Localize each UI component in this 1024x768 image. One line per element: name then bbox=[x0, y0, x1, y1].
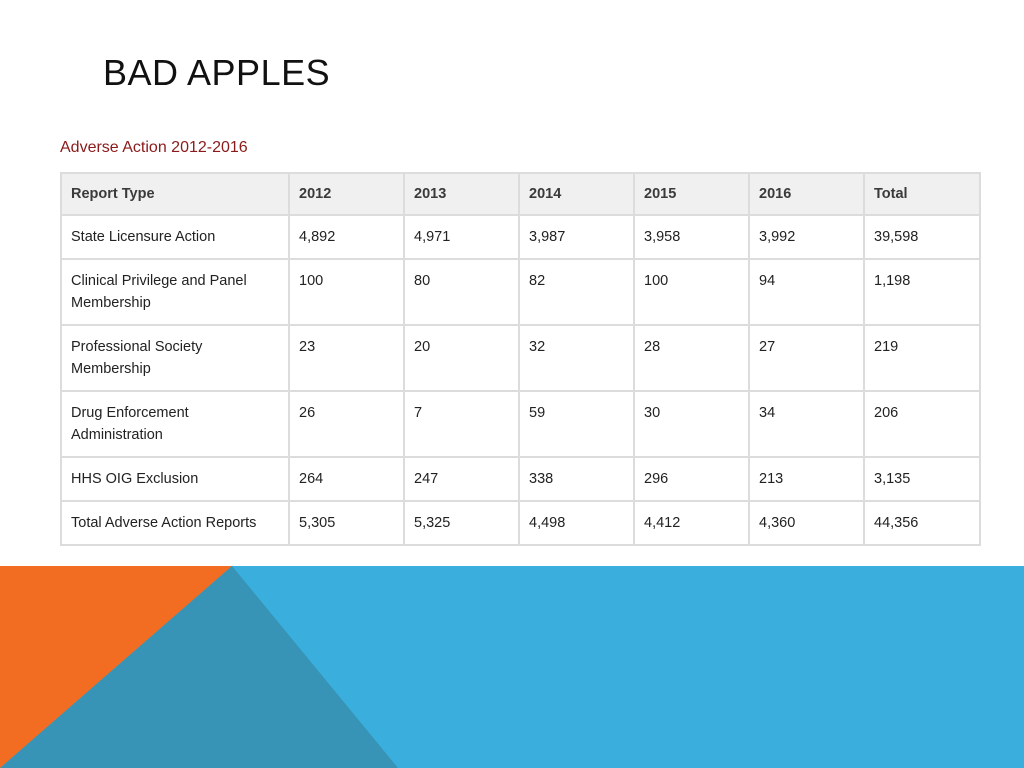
table-cell: HHS OIG Exclusion bbox=[60, 456, 290, 502]
table-cell: 28 bbox=[633, 324, 750, 392]
table-cell: Total Adverse Action Reports bbox=[60, 500, 290, 546]
table-cell: 20 bbox=[403, 324, 520, 392]
table-cell: 100 bbox=[288, 258, 405, 326]
table-row: Professional Society Membership 23 20 32… bbox=[60, 324, 981, 392]
table-cell: 219 bbox=[863, 324, 981, 392]
table-cell: 30 bbox=[633, 390, 750, 458]
table-cell: 7 bbox=[403, 390, 520, 458]
table-cell: 26 bbox=[288, 390, 405, 458]
column-header: 2014 bbox=[518, 172, 635, 216]
table-cell: 296 bbox=[633, 456, 750, 502]
column-header: Report Type bbox=[60, 172, 290, 216]
table-cell: 32 bbox=[518, 324, 635, 392]
table-cell: 80 bbox=[403, 258, 520, 326]
table-row: Clinical Privilege and Panel Membership … bbox=[60, 258, 981, 326]
table-cell: 94 bbox=[748, 258, 865, 326]
table-cell: 82 bbox=[518, 258, 635, 326]
table-cell: 1,198 bbox=[863, 258, 981, 326]
table-cell: 247 bbox=[403, 456, 520, 502]
table-cell: 4,412 bbox=[633, 500, 750, 546]
table-cell: State Licensure Action bbox=[60, 214, 290, 260]
table-cell: Clinical Privilege and Panel Membership bbox=[60, 258, 290, 326]
column-header: 2012 bbox=[288, 172, 405, 216]
table-row: HHS OIG Exclusion 264 247 338 296 213 3,… bbox=[60, 456, 981, 502]
dark-blue-triangle-shape bbox=[0, 566, 398, 768]
table-cell: 34 bbox=[748, 390, 865, 458]
decorative-footer-band bbox=[0, 566, 1024, 768]
table-cell: 4,498 bbox=[518, 500, 635, 546]
table-cell: 213 bbox=[748, 456, 865, 502]
table-caption: Adverse Action 2012-2016 bbox=[60, 139, 248, 156]
table-cell: 44,356 bbox=[863, 500, 981, 546]
column-header: Total bbox=[863, 172, 981, 216]
table-cell: 4,360 bbox=[748, 500, 865, 546]
table-header-row: Report Type 2012 2013 2014 2015 2016 Tot… bbox=[60, 172, 981, 216]
table-cell: 39,598 bbox=[863, 214, 981, 260]
column-header: 2016 bbox=[748, 172, 865, 216]
table-cell: 3,135 bbox=[863, 456, 981, 502]
table-cell: Professional Society Membership bbox=[60, 324, 290, 392]
footer-shapes bbox=[0, 566, 1024, 768]
table-cell: Drug Enforcement Administration bbox=[60, 390, 290, 458]
slide-title: BAD APPLES bbox=[103, 52, 331, 93]
table-cell: 4,892 bbox=[288, 214, 405, 260]
table-cell: 100 bbox=[633, 258, 750, 326]
table-cell: 206 bbox=[863, 390, 981, 458]
column-header: 2015 bbox=[633, 172, 750, 216]
table-row: State Licensure Action 4,892 4,971 3,987… bbox=[60, 214, 981, 260]
table-cell: 5,325 bbox=[403, 500, 520, 546]
table-row: Drug Enforcement Administration 26 7 59 … bbox=[60, 390, 981, 458]
table-cell: 264 bbox=[288, 456, 405, 502]
table-cell: 27 bbox=[748, 324, 865, 392]
table-cell: 4,971 bbox=[403, 214, 520, 260]
table-cell: 3,958 bbox=[633, 214, 750, 260]
table-cell: 59 bbox=[518, 390, 635, 458]
table-cell: 3,992 bbox=[748, 214, 865, 260]
table-cell: 338 bbox=[518, 456, 635, 502]
table-cell: 5,305 bbox=[288, 500, 405, 546]
table-row: Total Adverse Action Reports 5,305 5,325… bbox=[60, 500, 981, 546]
table-cell: 23 bbox=[288, 324, 405, 392]
adverse-action-table: Report Type 2012 2013 2014 2015 2016 Tot… bbox=[60, 172, 981, 546]
column-header: 2013 bbox=[403, 172, 520, 216]
table-cell: 3,987 bbox=[518, 214, 635, 260]
